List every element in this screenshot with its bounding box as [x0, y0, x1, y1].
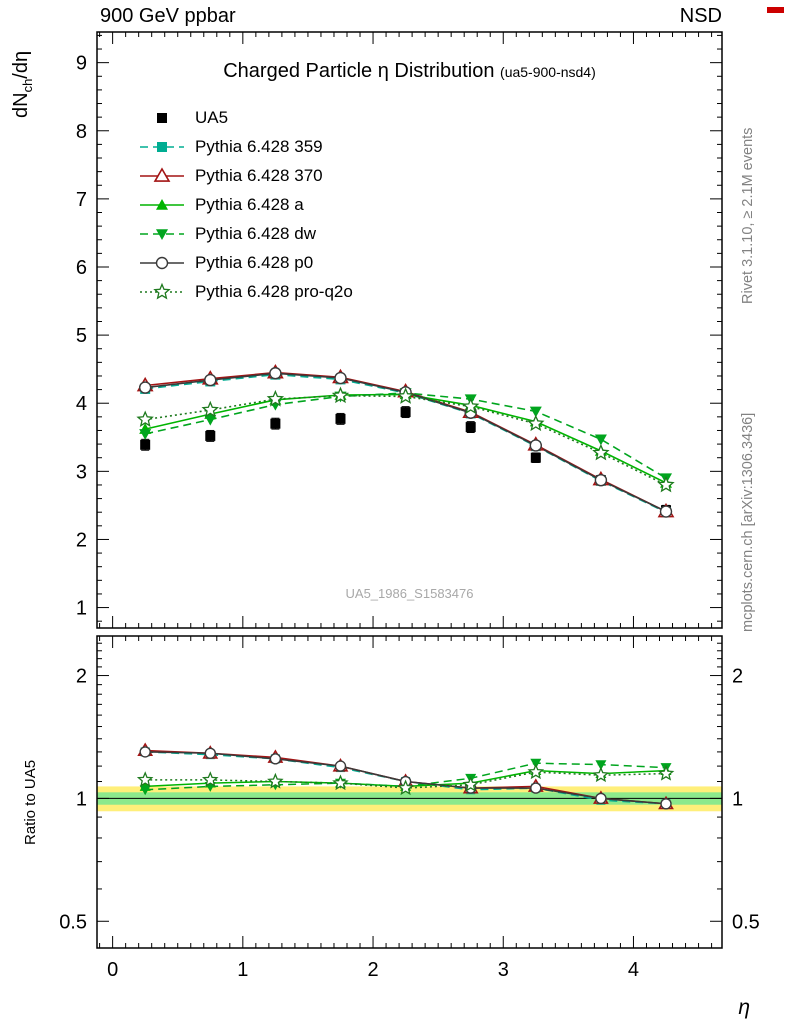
- mcplots-attribution-label: mcplots.cern.ch [arXiv:1306.3436]: [740, 412, 756, 632]
- y-tick-label-main: 4: [76, 393, 87, 415]
- legend-item: Pythia 6.428 359: [139, 132, 353, 161]
- ratio-frame: [96, 635, 723, 949]
- legend-item: UA5: [139, 103, 353, 132]
- legend-marker: [157, 112, 167, 123]
- frames: [96, 31, 723, 949]
- legend-label: Pythia 6.428 370: [195, 165, 323, 185]
- legend-label: Pythia 6.428 dw: [195, 223, 316, 243]
- legend-item: Pythia 6.428 pro-q2o: [139, 277, 353, 306]
- y-tick-label-ratio-right: 1: [732, 788, 743, 810]
- beam-energy-label: 900 GeV ppbar: [100, 5, 236, 27]
- y-axis-label-main: dNch/dη: [10, 51, 35, 118]
- ylabel-main-suffix: /dη: [10, 50, 32, 79]
- legend-label: Pythia 6.428 p0: [195, 252, 314, 272]
- legend-marker: [140, 141, 184, 152]
- y-tick-label-main: 7: [76, 189, 87, 211]
- legend: UA5 Pythia 6.428 359 Pythia 6.428 370 Pythi…: [139, 103, 353, 306]
- series-line-main: [145, 392, 667, 479]
- plot-title: Charged Particle η Distribution (ua5-900…: [97, 60, 722, 83]
- legend-item: Pythia 6.428 dw: [139, 219, 353, 248]
- tick-labels: 0 1 2 3 4 1 2 3 4 5 6 7 8 9 0.5 0.5 1 1 2 2: [59, 53, 760, 981]
- y-tick-label-main: 5: [76, 325, 87, 347]
- axes-ticks: [97, 32, 722, 948]
- y-tick-label-ratio-left: 2: [76, 666, 87, 688]
- x-tick-label: 0: [107, 959, 118, 981]
- x-tick-label: 3: [498, 959, 509, 981]
- y-tick-label-ratio-right: 0.5: [732, 911, 760, 933]
- y-tick-label-main: 3: [76, 461, 87, 483]
- main-frame: [96, 31, 723, 629]
- series: [136, 363, 675, 810]
- y-tick-label-ratio-left: 0.5: [59, 911, 87, 933]
- y-tick-label-main: 2: [76, 529, 87, 551]
- legend-label: Pythia 6.428 a: [195, 194, 304, 214]
- plot-subtitle: (ua5-900-nsd4): [500, 64, 596, 80]
- x-tick-label: 4: [628, 959, 639, 981]
- corner-red-mark: [767, 7, 784, 13]
- legend-marker: [140, 256, 184, 269]
- legend-label: Pythia 6.428 359: [195, 136, 323, 156]
- y-tick-label-main: 9: [76, 53, 87, 75]
- ylabel-main-prefix: dN: [10, 92, 32, 118]
- analysis-id-watermark: UA5_1986_S1583476: [345, 586, 474, 601]
- legend-item: Pythia 6.428 a: [139, 190, 353, 219]
- y-axis-label-ratio: Ratio to UA5: [22, 759, 39, 845]
- legend-marker: [140, 166, 184, 182]
- event-class-label: NSD: [679, 5, 722, 27]
- y-tick-label-ratio-left: 1: [76, 788, 87, 810]
- y-tick-label-ratio-right: 2: [732, 666, 743, 688]
- legend-label: UA5: [195, 107, 229, 127]
- x-tick-label: 2: [367, 959, 378, 981]
- y-tick-label-main: 6: [76, 257, 87, 279]
- y-tick-label-main: 8: [76, 121, 87, 143]
- y-tick-label-main: 1: [76, 598, 87, 620]
- legend-marker: [140, 228, 184, 240]
- x-tick-label: 1: [237, 959, 248, 981]
- x-axis-label: η: [738, 996, 750, 1019]
- legend-item: Pythia 6.428 p0: [139, 248, 353, 277]
- legend-item: Pythia 6.428 370: [139, 161, 353, 190]
- plot-title-text: Charged Particle η Distribution: [223, 60, 495, 82]
- legend-marker: [140, 282, 184, 299]
- ylabel-main-sub: ch: [20, 78, 35, 93]
- rivet-version-label: Rivet 3.1.10, ≥ 2.1M events: [740, 127, 756, 304]
- legend-label: Pythia 6.428 pro-q2o: [195, 281, 353, 301]
- legend-marker: [140, 198, 184, 210]
